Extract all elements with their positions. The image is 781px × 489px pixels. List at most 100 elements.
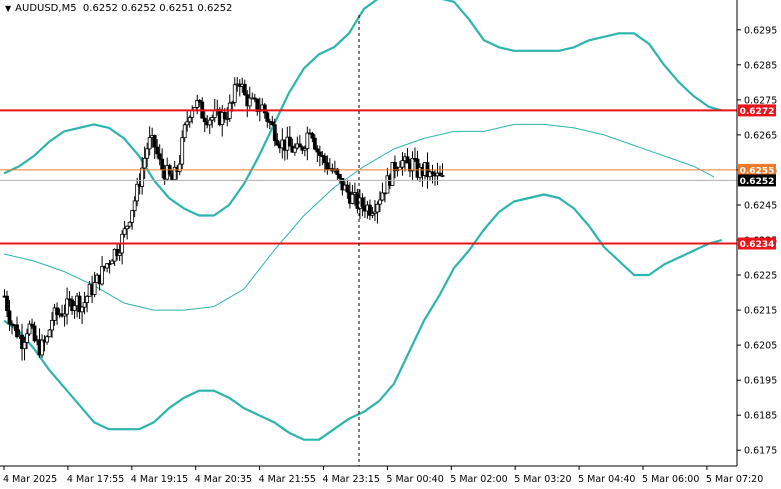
bollinger-lower-band xyxy=(3,193,723,441)
y-tick-label: 0.6285 xyxy=(744,60,777,71)
x-tick-label: 5 Mar 07:20 xyxy=(706,474,763,485)
y-tick-label: 0.6245 xyxy=(744,201,777,212)
candle xyxy=(210,114,215,128)
candle xyxy=(425,152,430,189)
candle xyxy=(152,134,157,159)
candle xyxy=(360,193,365,217)
candle xyxy=(297,135,302,148)
candle xyxy=(120,230,125,265)
candle xyxy=(15,316,19,339)
candle xyxy=(122,220,127,238)
candle xyxy=(207,117,212,134)
candle xyxy=(125,225,130,240)
candle xyxy=(252,93,257,103)
candle xyxy=(85,294,89,313)
candle xyxy=(312,134,317,151)
candle xyxy=(92,271,97,298)
y-tick-label: 0.6205 xyxy=(744,341,777,352)
candle xyxy=(107,260,112,274)
candle xyxy=(182,122,187,142)
candle xyxy=(115,243,120,261)
candle xyxy=(265,109,270,128)
y-tick-label: 0.6185 xyxy=(744,411,777,422)
y-tick-label: 0.6175 xyxy=(744,446,777,457)
candle xyxy=(77,291,82,319)
x-tick-label: 4 Mar 20:35 xyxy=(195,474,252,485)
x-axis-ticks: 4 Mar 2025 4 Mar 17:55 4 Mar 19:15 4 Mar 20… xyxy=(3,466,763,485)
candle xyxy=(287,126,292,147)
candle xyxy=(345,179,350,199)
candle xyxy=(172,161,177,181)
x-tick-label: 4 Mar 17:55 xyxy=(67,474,124,485)
quote-values: 0.6252 0.6252 0.6251 0.6252 xyxy=(82,3,233,14)
candle xyxy=(147,126,152,156)
candle xyxy=(7,300,12,332)
candle xyxy=(393,155,397,179)
x-tick-label: 5 Mar 00:40 xyxy=(386,474,443,485)
candle xyxy=(32,321,37,343)
candle xyxy=(368,199,372,220)
x-tick-label: 5 Mar 06:00 xyxy=(642,474,699,485)
candle xyxy=(438,165,442,177)
y-tick-label: 0.6295 xyxy=(744,25,777,36)
current-price-tag xyxy=(738,174,776,187)
candle xyxy=(247,86,252,112)
candle xyxy=(5,290,9,317)
candle xyxy=(25,328,29,350)
candle xyxy=(272,118,277,147)
x-tick-label: 5 Mar 02:00 xyxy=(450,474,507,485)
horizontal-levels xyxy=(0,109,737,245)
symbol-label: AUDUSD,M5 xyxy=(15,3,77,14)
y-tick-label: 0.6195 xyxy=(744,376,777,387)
candle xyxy=(30,318,34,329)
level-tag-label-2: 0.6234 xyxy=(740,240,775,250)
candle xyxy=(45,335,49,345)
candle xyxy=(20,323,24,361)
level-tag-label-0: 0.6272 xyxy=(740,107,775,117)
candle xyxy=(50,312,54,338)
x-tick-label: 4 Mar 2025 xyxy=(3,474,57,485)
candle xyxy=(242,79,247,96)
bollinger-upper-band xyxy=(3,0,723,217)
candle xyxy=(80,306,84,324)
y-tick-label: 0.6215 xyxy=(744,306,777,317)
candle xyxy=(350,184,355,205)
candle xyxy=(82,291,87,315)
candle xyxy=(187,115,192,128)
candle xyxy=(197,99,202,107)
candle xyxy=(373,200,377,221)
y-tick-label: 0.6225 xyxy=(744,271,777,282)
candle xyxy=(55,302,59,325)
candle xyxy=(185,110,190,132)
moving-average-line xyxy=(3,123,715,311)
candle xyxy=(100,256,105,286)
candle xyxy=(22,336,27,361)
candle xyxy=(380,182,385,202)
candle xyxy=(27,320,32,336)
candle xyxy=(65,287,69,325)
candle xyxy=(145,142,150,167)
candle xyxy=(315,145,320,162)
candle xyxy=(47,328,52,338)
candle xyxy=(40,334,44,358)
level-tag-2 xyxy=(738,237,776,250)
x-tick-label: 4 Mar 23:15 xyxy=(323,474,380,485)
candle xyxy=(370,207,375,219)
candle xyxy=(72,300,77,319)
candle xyxy=(142,146,147,179)
candle xyxy=(255,98,260,116)
axes xyxy=(0,0,738,467)
candle xyxy=(127,221,132,229)
candle xyxy=(180,130,185,169)
x-tick-label: 5 Mar 03:20 xyxy=(514,474,571,485)
price-tags: 0.6272 0.6255 0.6234 0.6252 xyxy=(738,104,776,250)
collapse-triangle-icon[interactable]: ▼ xyxy=(5,4,12,13)
candle xyxy=(202,109,207,133)
candle xyxy=(405,148,410,164)
y-tick-label: 0.6275 xyxy=(744,95,777,106)
candle xyxy=(305,126,310,161)
candle xyxy=(110,259,115,265)
current-price-label: 0.6252 xyxy=(740,177,775,187)
candle xyxy=(428,169,432,181)
